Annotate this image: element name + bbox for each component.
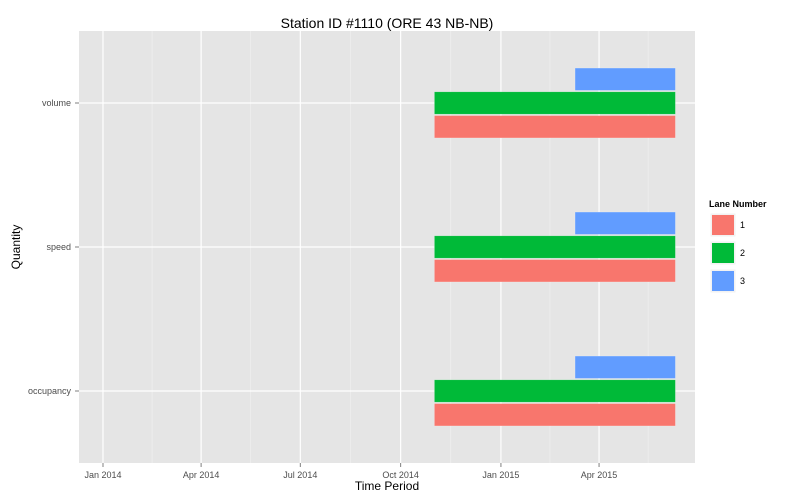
bar-speed-lane-2 <box>434 235 676 259</box>
bar-occupancy-lane-1 <box>434 403 676 427</box>
x-tick-label: Oct 2014 <box>382 470 419 480</box>
y-tick-label: occupancy <box>28 386 72 396</box>
chart-title: Station ID #1110 (ORE 43 NB-NB) <box>281 15 494 31</box>
y-axis-ticks: occupancy speed volume <box>28 98 79 396</box>
bar-speed-lane-3 <box>574 211 676 235</box>
x-tick-label: Jan 2015 <box>482 470 519 480</box>
y-tick-label: volume <box>42 98 71 108</box>
legend-label-2: 2 <box>740 248 745 258</box>
y-axis-title: Quantity <box>9 225 23 270</box>
bars <box>434 67 676 427</box>
legend-key-3 <box>712 271 734 291</box>
legend-label-1: 1 <box>740 220 745 230</box>
x-tick-label: Jan 2014 <box>84 470 121 480</box>
x-tick-label: Jul 2014 <box>283 470 317 480</box>
bar-volume-lane-1 <box>434 115 676 139</box>
legend-title: Lane Number <box>709 199 767 209</box>
bar-volume-lane-3 <box>574 67 676 91</box>
x-tick-label: Apr 2015 <box>581 470 618 480</box>
x-axis-ticks: Jan 2014 Apr 2014 Jul 2014 Oct 2014 Jan 2015… <box>84 463 617 480</box>
legend-items: 1 2 3 <box>709 212 745 294</box>
legend-label-3: 3 <box>740 276 745 286</box>
x-axis-title: Time Period <box>355 479 419 493</box>
y-tick-label: speed <box>46 242 71 252</box>
bar-volume-lane-2 <box>434 91 676 115</box>
legend-key-1 <box>712 215 734 235</box>
legend-key-2 <box>712 243 734 263</box>
x-tick-label: Apr 2014 <box>183 470 220 480</box>
bar-occupancy-lane-2 <box>434 379 676 403</box>
legend: Lane Number 1 2 3 <box>709 199 767 294</box>
bar-occupancy-lane-3 <box>574 355 676 379</box>
bar-speed-lane-1 <box>434 259 676 283</box>
